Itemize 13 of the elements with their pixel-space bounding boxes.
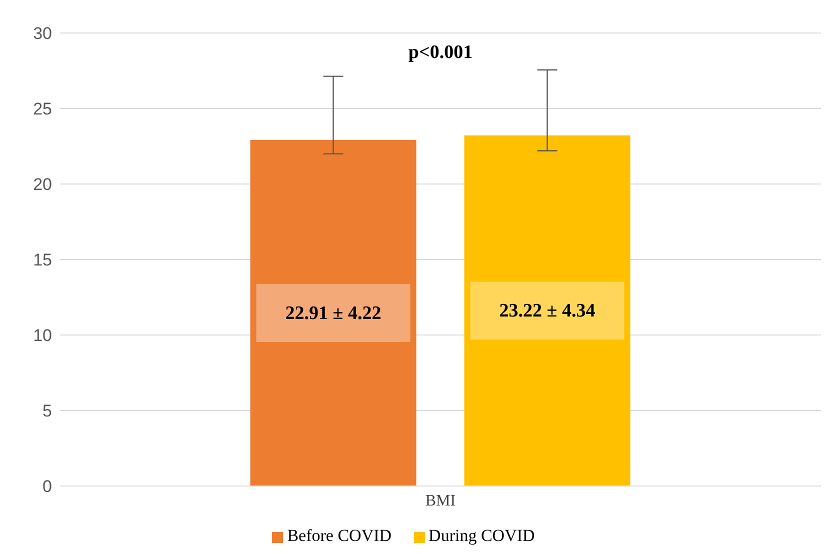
y-tick-label: 10	[33, 326, 52, 346]
data-label: 23.22 ± 4.34	[499, 300, 596, 322]
y-tick-label: 30	[33, 24, 52, 44]
x-tick-label: BMI	[425, 492, 456, 510]
y-tick-label: 15	[33, 250, 52, 270]
legend-label: Before COVID	[287, 526, 392, 545]
annotation: p<0.001	[407, 42, 474, 64]
y-tick-label: 0	[42, 477, 52, 496]
data-label: 22.91 ± 4.22	[285, 303, 382, 324]
y-tick-label: 25	[33, 100, 52, 119]
y-tick-label: 20	[33, 175, 52, 194]
legend-label: During COVID	[428, 526, 535, 545]
y-tick-label: 5	[42, 402, 52, 421]
